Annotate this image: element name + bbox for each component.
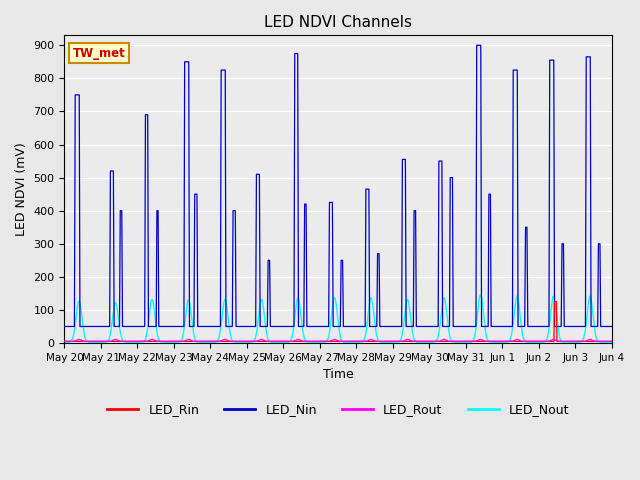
Y-axis label: LED NDVI (mV): LED NDVI (mV)	[15, 142, 28, 236]
Legend: LED_Rin, LED_Nin, LED_Rout, LED_Nout: LED_Rin, LED_Nin, LED_Rout, LED_Nout	[102, 398, 574, 421]
X-axis label: Time: Time	[323, 368, 353, 381]
Title: LED NDVI Channels: LED NDVI Channels	[264, 15, 412, 30]
Text: TW_met: TW_met	[72, 47, 125, 60]
